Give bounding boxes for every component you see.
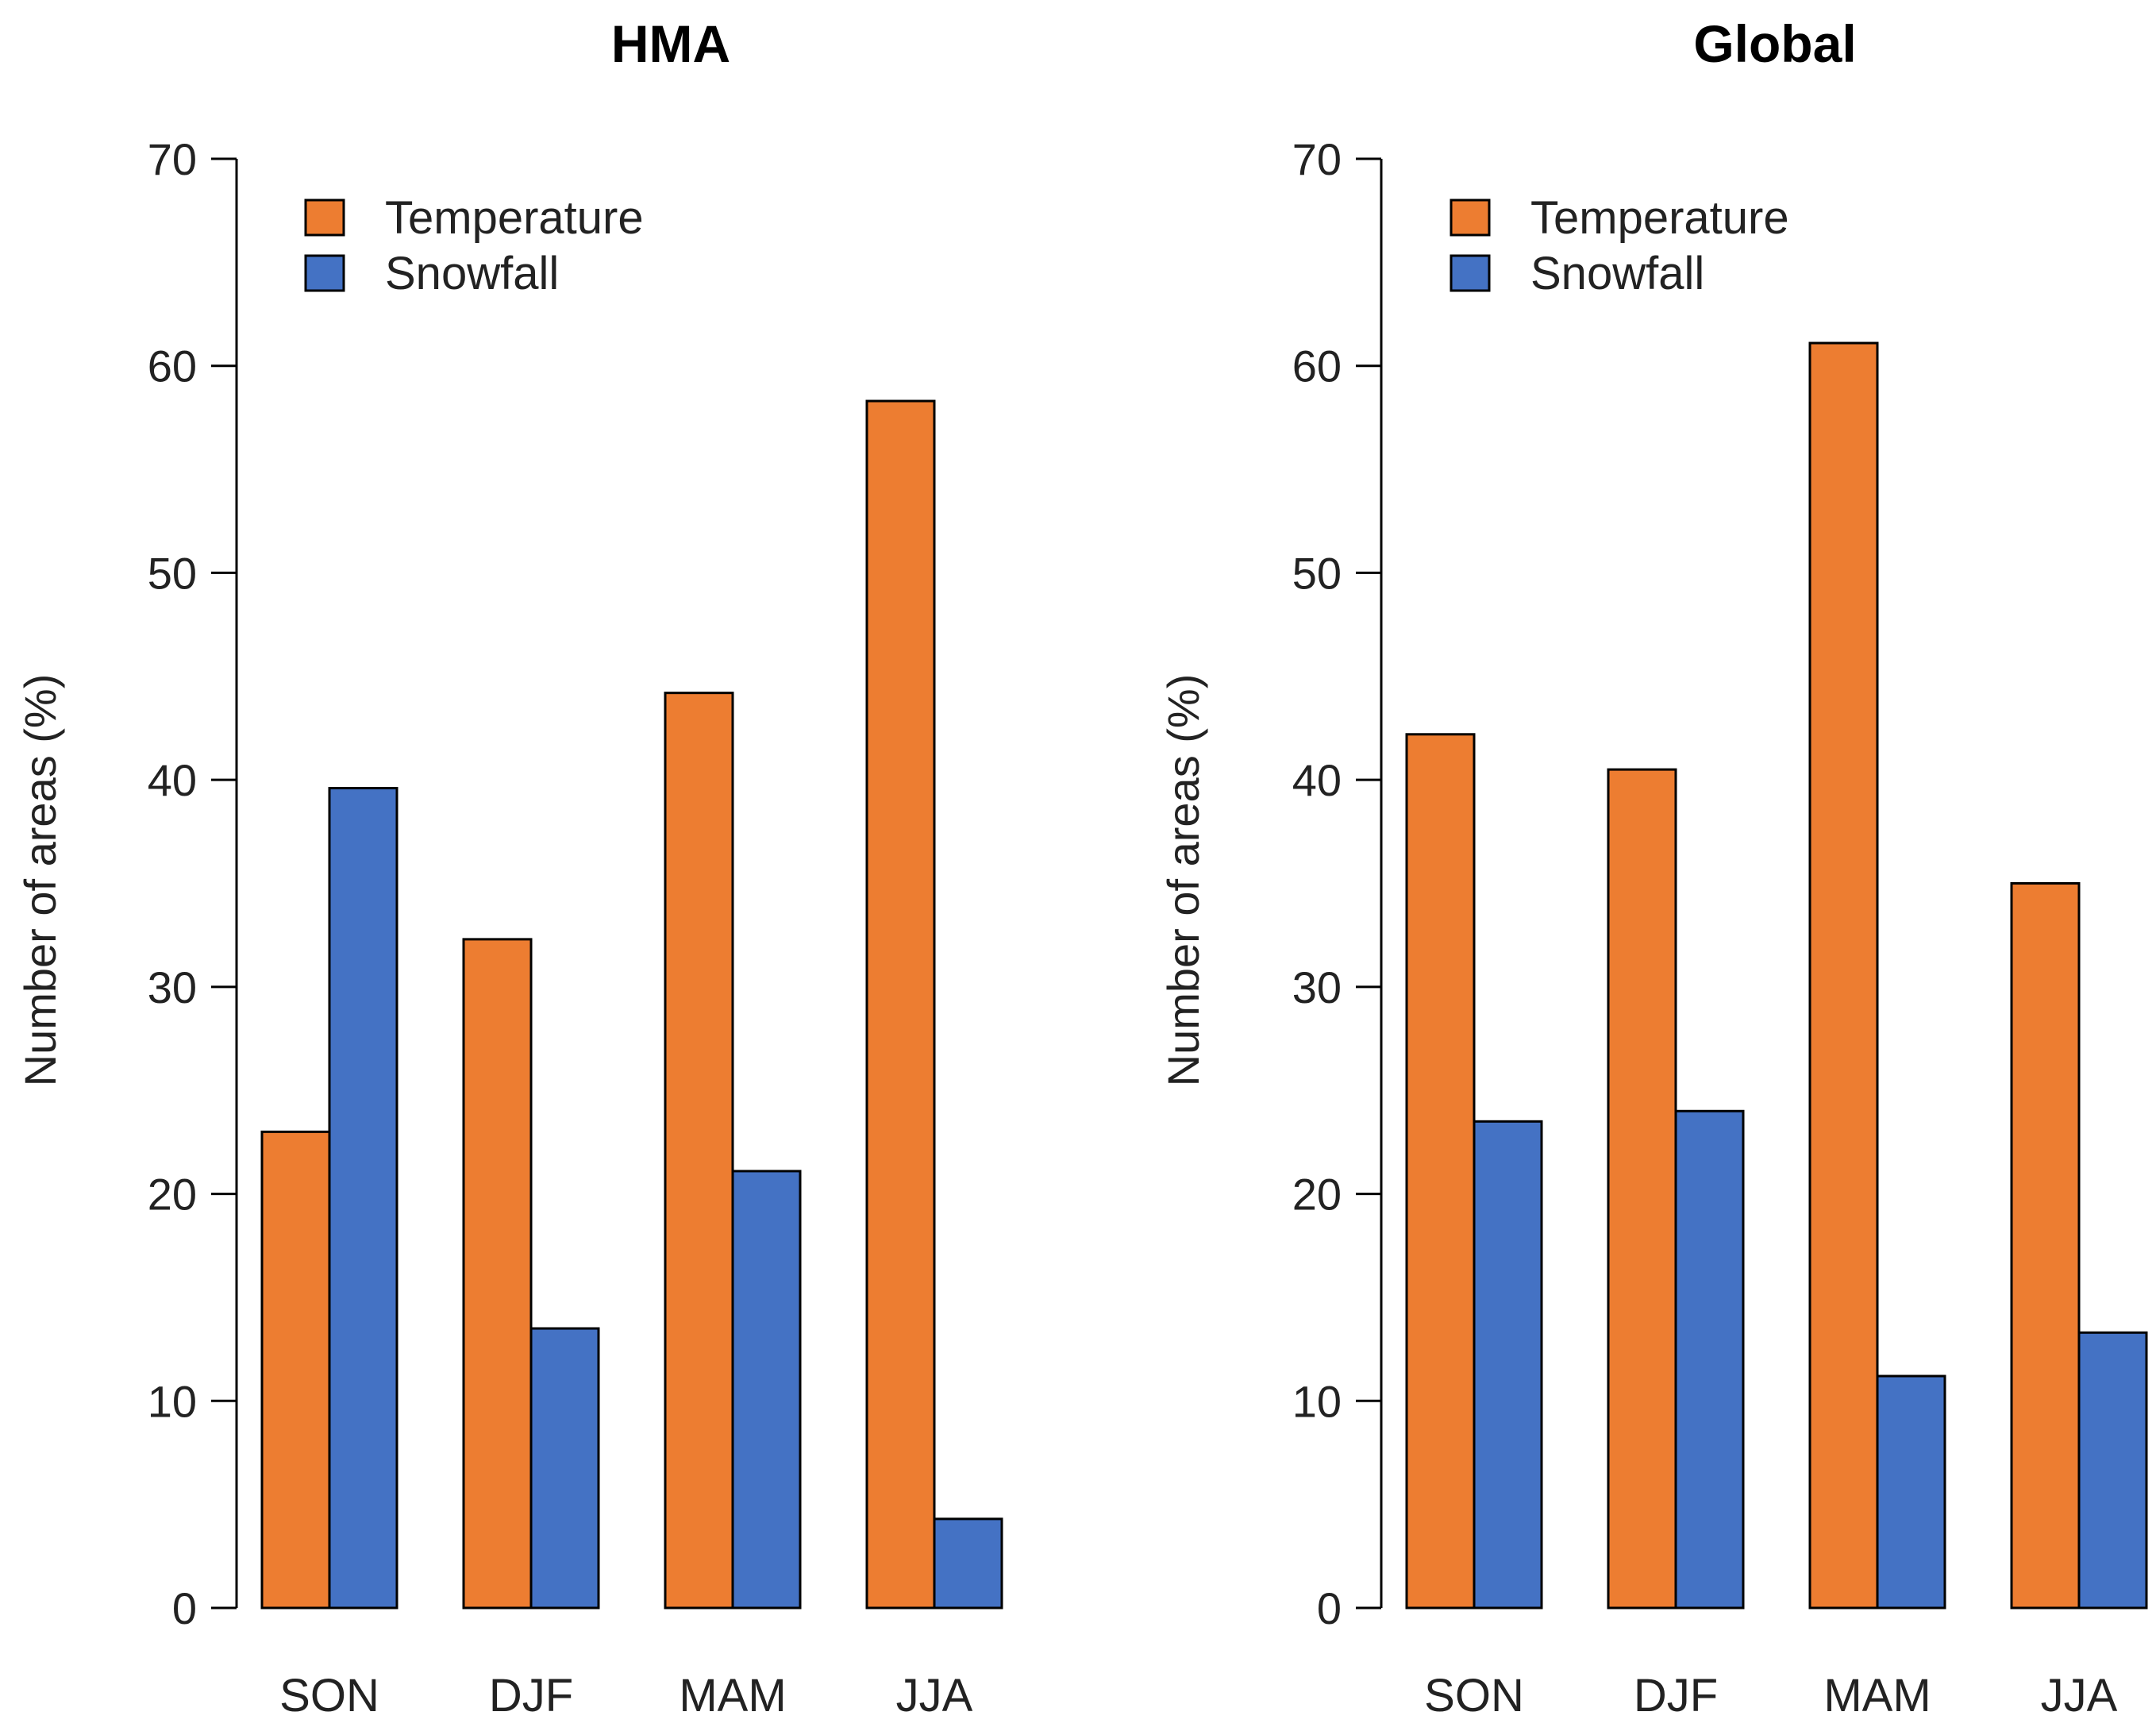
- y-tick-label: 0: [172, 1583, 197, 1633]
- bar-snowfall-djf: [1674, 1109, 1745, 1610]
- y-tick-label: 10: [1292, 1376, 1342, 1426]
- bar-snowfall-son: [1473, 1120, 1543, 1610]
- y-tick-label: 70: [148, 134, 197, 184]
- y-tick-label: 0: [1317, 1583, 1342, 1633]
- y-tick-label: 30: [148, 962, 197, 1012]
- legend-label-snowfall: Snowfall: [385, 248, 559, 299]
- x-category-label: SON: [279, 1670, 379, 1721]
- bar-temperature-jja: [865, 399, 936, 1610]
- chart-panel-hma: HMA 0 10 20 30 40 50 60 70 Number of areas (%) SON…: [15, 14, 1003, 1721]
- bar-temperature-mam: [1808, 341, 1879, 1610]
- y-tick-label: 60: [148, 341, 197, 391]
- bar-snowfall-mam: [1876, 1374, 1946, 1610]
- bar-snowfall-jja: [933, 1517, 1003, 1610]
- x-category-label: JJA: [2041, 1670, 2118, 1721]
- legend-label-temperature: Temperature: [385, 192, 644, 244]
- y-tick-label: 10: [148, 1376, 197, 1426]
- bar-snowfall-mam: [731, 1170, 802, 1610]
- bar-temperature-djf: [1607, 768, 1677, 1610]
- chart-title: Global: [1693, 14, 1856, 73]
- y-axis-title: Number of areas (%): [15, 674, 65, 1087]
- x-category-label: JJA: [896, 1670, 973, 1721]
- legend-swatch-temperature: [304, 199, 345, 237]
- y-tick-label: 30: [1292, 962, 1342, 1012]
- bar-temperature-jja: [2010, 882, 2081, 1610]
- x-category-label: SON: [1424, 1670, 1524, 1721]
- y-tick-label: 20: [1292, 1170, 1342, 1220]
- legend-label-snowfall: Snowfall: [1530, 248, 1704, 299]
- legend-swatch-snowfall: [1450, 254, 1491, 292]
- x-category-label: MAM: [679, 1670, 786, 1721]
- bar-snowfall-djf: [529, 1327, 600, 1610]
- x-category-label: MAM: [1823, 1670, 1931, 1721]
- y-axis-title: Number of areas (%): [1158, 674, 1208, 1087]
- y-tick-label: 40: [1292, 755, 1342, 805]
- y-tick-label: 60: [1292, 341, 1342, 391]
- bar-temperature-son: [1405, 733, 1476, 1610]
- legend-swatch-snowfall: [304, 254, 345, 292]
- bar-temperature-mam: [664, 692, 734, 1610]
- y-tick-label: 70: [1292, 134, 1342, 184]
- y-tick-label: 50: [1292, 548, 1342, 598]
- y-tick-label: 50: [148, 548, 197, 598]
- legend-label-temperature: Temperature: [1530, 192, 1789, 244]
- x-category-label: DJF: [489, 1670, 573, 1721]
- bar-snowfall-son: [328, 787, 398, 1610]
- y-tick-label: 40: [148, 755, 197, 805]
- bar-snowfall-jja: [2077, 1331, 2148, 1610]
- bar-temperature-djf: [462, 938, 533, 1610]
- legend-swatch-temperature: [1450, 199, 1491, 237]
- y-tick-label: 20: [148, 1170, 197, 1220]
- bar-temperature-son: [260, 1130, 331, 1610]
- x-category-label: DJF: [1634, 1670, 1718, 1721]
- chart-panel-global: Global 0 10 20 30 40 50 60 70 Number of areas (%)…: [1158, 14, 2148, 1721]
- chart-title: HMA: [611, 14, 730, 73]
